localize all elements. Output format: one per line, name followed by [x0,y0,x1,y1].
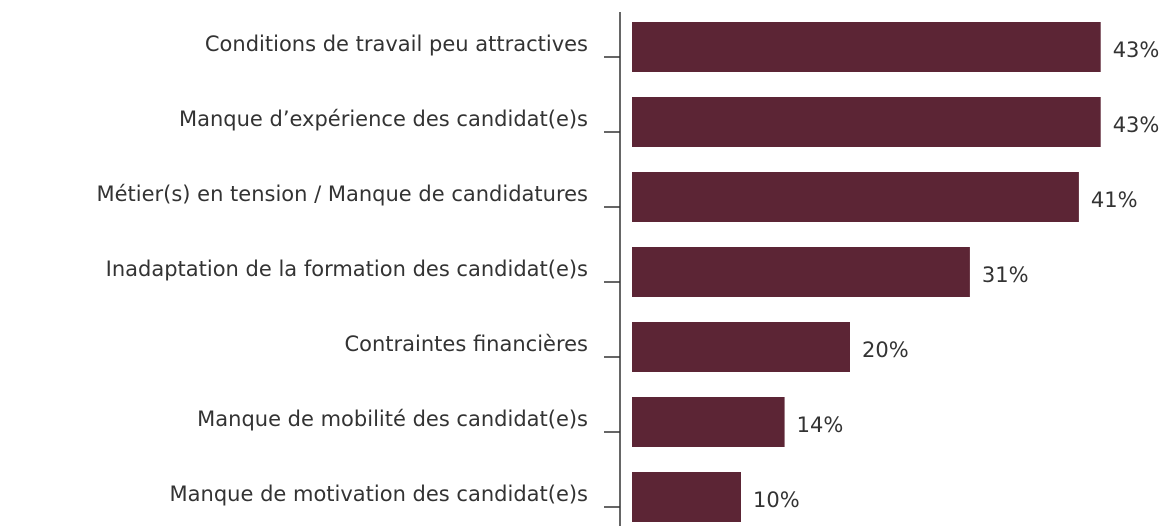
value-label: 41% [1091,188,1138,212]
bar [632,97,1101,147]
category-label: Inadaptation de la formation des candida… [106,257,588,281]
value-label: 43% [1113,38,1160,62]
category-label: Métier(s) en tension / Manque de candida… [96,182,588,206]
bar [632,22,1101,72]
bar [632,247,970,297]
bar [632,397,785,447]
category-label: Manque de mobilité des candidat(e)s [197,407,588,431]
category-label: Manque d’expérience des candidat(e)s [179,107,588,131]
value-label: 14% [797,413,844,437]
bar [632,472,741,522]
value-label: 31% [982,263,1029,287]
bar [632,172,1079,222]
value-label: 20% [862,338,909,362]
category-label: Manque de motivation des candidat(e)s [170,482,588,506]
category-label: Conditions de travail peu attractives [205,32,588,56]
bar [632,322,850,372]
value-label: 10% [753,488,800,512]
category-label: Contraintes financières [344,332,588,356]
value-label: 43% [1113,113,1160,137]
